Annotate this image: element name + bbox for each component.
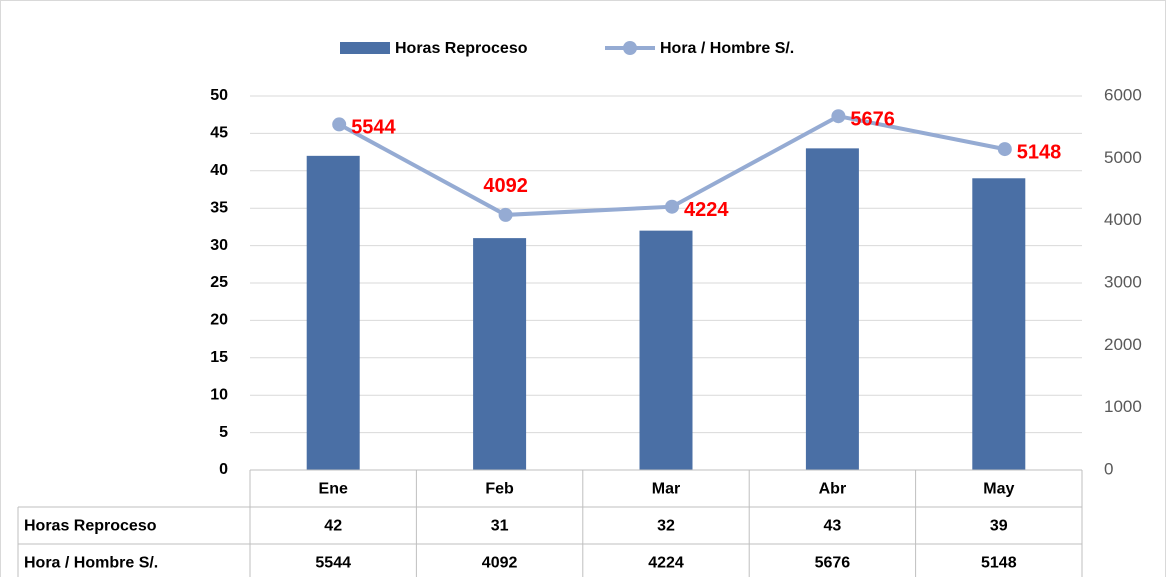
value-label: 5148 [1017, 141, 1062, 163]
y-tick-label: 20 [210, 312, 228, 329]
x-tick-label: Abr [819, 481, 847, 498]
line-marker [332, 117, 347, 132]
y-tick-label: 50 [210, 87, 228, 104]
y-tick-label: 30 [210, 237, 228, 254]
y2-tick-label: 6000 [1104, 85, 1142, 104]
legend-marker [623, 41, 637, 55]
bar [639, 230, 693, 470]
table-cell: 5148 [981, 555, 1017, 572]
line-marker [997, 142, 1012, 157]
table-row-label: Hora / Hombre S/. [24, 555, 158, 572]
value-label: 4224 [684, 199, 729, 221]
x-tick-label: Ene [319, 481, 348, 498]
y-tick-label: 10 [210, 386, 228, 403]
table-cell: 5544 [315, 555, 351, 572]
table-cell: 43 [824, 518, 842, 535]
table-cell: 5676 [815, 555, 851, 572]
bar [972, 178, 1026, 470]
value-label: 5676 [850, 108, 895, 130]
y2-tick-label: 0 [1104, 459, 1113, 478]
line-marker [665, 199, 679, 214]
line-marker [498, 207, 513, 222]
table-row-label: Horas Reproceso [24, 518, 157, 535]
y-tick-label: 15 [210, 349, 228, 366]
table-cell: 42 [324, 518, 342, 535]
table-cell: 4224 [648, 555, 684, 572]
bar [306, 155, 360, 470]
legend-label: Horas Reproceso [395, 40, 528, 57]
y-tick-label: 5 [219, 424, 228, 441]
y-tick-label: 35 [210, 199, 228, 216]
x-tick-label: Mar [652, 481, 680, 498]
bar [473, 238, 527, 470]
y-tick-label: 45 [210, 125, 228, 142]
y2-tick-label: 2000 [1104, 335, 1142, 354]
y2-tick-label: 5000 [1104, 148, 1142, 167]
y2-tick-label: 3000 [1104, 272, 1142, 291]
table-cell: 31 [491, 518, 509, 535]
table-cell: 39 [990, 518, 1008, 535]
line-marker [831, 109, 846, 124]
table-cell: 4092 [482, 555, 518, 572]
table-cell: 32 [657, 518, 675, 535]
x-tick-label: Feb [485, 481, 514, 498]
bar [805, 148, 859, 471]
y-tick-label: 40 [210, 162, 228, 179]
value-label: 5544 [351, 117, 396, 139]
value-label: 4092 [483, 175, 528, 197]
y2-tick-label: 1000 [1104, 397, 1142, 416]
x-tick-label: May [983, 481, 1014, 498]
legend-label: Hora / Hombre S/. [660, 40, 794, 57]
y-tick-label: 25 [210, 274, 228, 291]
y2-tick-label: 4000 [1104, 210, 1142, 229]
legend-swatch [340, 42, 390, 54]
y-tick-label: 0 [219, 461, 228, 478]
